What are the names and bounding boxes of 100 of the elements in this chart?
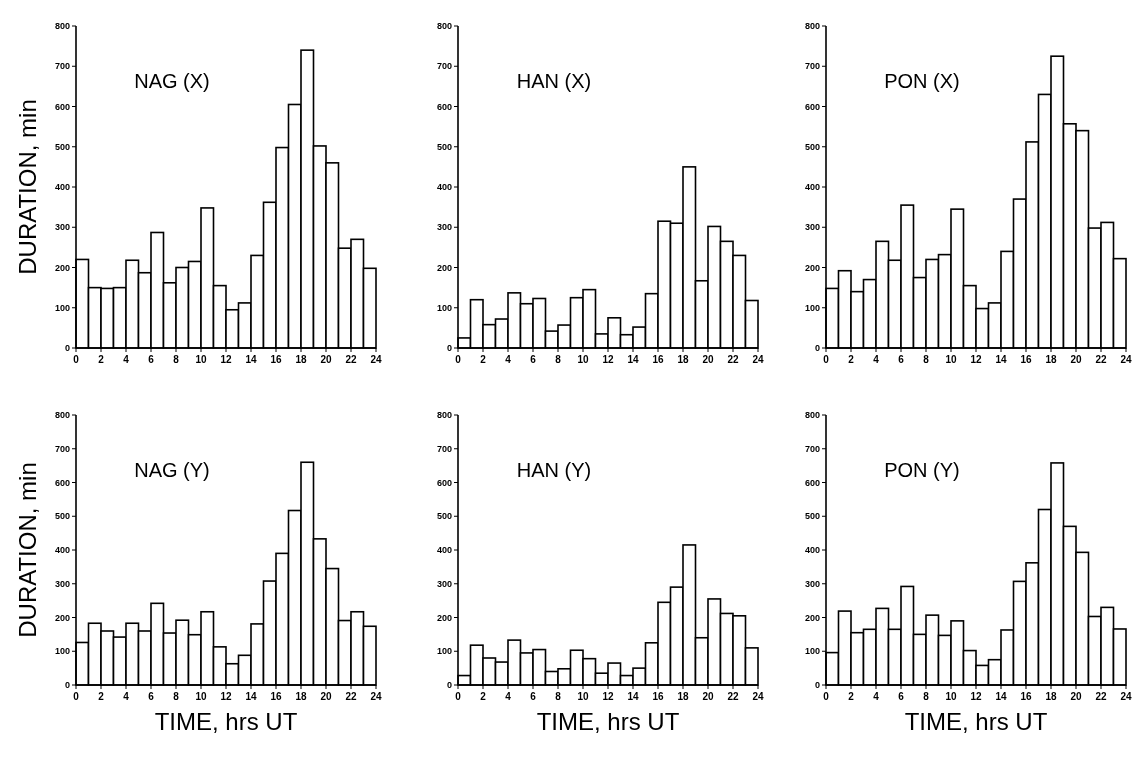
x-tick-label: 20 <box>320 354 332 365</box>
y-tick-label: 600 <box>436 101 452 112</box>
x-tick-label: 22 <box>1095 691 1107 702</box>
y-tick-label: 300 <box>54 222 70 233</box>
y-tick-label: 100 <box>804 646 820 657</box>
y-tick-label: 600 <box>804 101 820 112</box>
text: NAG (X) <box>134 70 210 92</box>
y-tick-label: 800 <box>54 21 70 32</box>
x-tick-label: 4 <box>505 691 512 702</box>
y-tick-label: 700 <box>804 61 820 72</box>
x-tick-label: 18 <box>1045 691 1057 702</box>
y-tick-label: 800 <box>436 410 452 421</box>
y-tick-label: 100 <box>54 646 70 657</box>
y-tick-label: 300 <box>804 578 820 589</box>
text: PON (Y) <box>884 459 960 481</box>
y-tick-label: 800 <box>436 21 452 32</box>
y-tick-label: 100 <box>436 302 452 313</box>
x-tick-label: 6 <box>530 691 537 702</box>
x-tick-label: 8 <box>555 691 562 702</box>
x-tick-label: 22 <box>345 354 357 365</box>
x-tick-label: 10 <box>195 354 207 365</box>
y-tick-label: 300 <box>804 222 820 233</box>
x-tick-label: 14 <box>995 691 1007 702</box>
x-tick-label: 14 <box>245 691 257 702</box>
x-tick-label: 0 <box>823 354 830 365</box>
x-tick-label: 24 <box>370 354 382 365</box>
y-tick-label: 0 <box>446 343 452 354</box>
y-tick-label: 800 <box>804 410 820 421</box>
x-tick-label: 0 <box>73 354 80 365</box>
y-axis-title: DURATION, min <box>14 462 41 638</box>
x-tick-label: 22 <box>727 691 739 702</box>
x-tick-label: 2 <box>480 354 487 365</box>
x-tick-label: 10 <box>195 691 207 702</box>
y-tick-label: 400 <box>54 545 70 556</box>
y-tick-label: 500 <box>54 141 70 152</box>
x-tick-label: 20 <box>1070 354 1082 365</box>
x-tick-label: 24 <box>1120 691 1132 702</box>
y-tick-label: 400 <box>436 545 452 556</box>
x-tick-label: 14 <box>627 354 639 365</box>
x-tick-label: 12 <box>220 691 232 702</box>
x-tick-label: 16 <box>270 354 282 365</box>
text: NAG (Y) <box>134 459 210 481</box>
x-tick-label: 10 <box>945 691 957 702</box>
y-tick-label: 500 <box>436 511 452 522</box>
x-tick-label: 6 <box>148 691 155 702</box>
y-tick-label: 400 <box>804 182 820 193</box>
y-tick-label: 0 <box>64 343 70 354</box>
x-tick-label: 2 <box>98 354 105 365</box>
x-tick-label: 18 <box>677 354 689 365</box>
x-tick-label: 6 <box>898 354 905 365</box>
x-tick-label: 4 <box>123 691 130 702</box>
text: HAN (Y) <box>516 459 592 481</box>
x-tick-label: 8 <box>923 691 930 702</box>
x-tick-label: 12 <box>602 691 614 702</box>
y-tick-label: 100 <box>804 302 820 313</box>
x-tick-label: 16 <box>652 691 664 702</box>
x-tick-label: 0 <box>455 354 462 365</box>
y-tick-label: 200 <box>54 612 70 623</box>
x-tick-label: 0 <box>455 691 462 702</box>
y-tick-label: 0 <box>64 680 70 691</box>
y-tick-label: 600 <box>54 477 70 488</box>
text: HAN (X) <box>516 70 592 92</box>
y-axis-title: DURATION, min <box>14 99 41 275</box>
y-tick-label: 100 <box>54 302 70 313</box>
x-tick-label: 10 <box>577 354 589 365</box>
x-tick-label: 4 <box>505 354 512 365</box>
x-tick-label: 16 <box>652 354 664 365</box>
x-tick-label: 4 <box>123 354 130 365</box>
x-tick-label: 18 <box>295 354 307 365</box>
y-tick-label: 200 <box>436 612 452 623</box>
y-tick-label: 600 <box>804 477 820 488</box>
x-tick-label: 12 <box>602 354 614 365</box>
x-tick-label: 16 <box>270 691 282 702</box>
x-tick-label: 22 <box>1095 354 1107 365</box>
x-tick-label: 24 <box>752 354 764 365</box>
y-tick-label: 700 <box>54 61 70 72</box>
x-tick-label: 6 <box>898 691 905 702</box>
y-tick-label: 500 <box>804 141 820 152</box>
y-tick-label: 100 <box>436 646 452 657</box>
x-tick-label: 12 <box>220 354 232 365</box>
x-tick-label: 14 <box>995 354 1007 365</box>
x-axis-title: TIME, hrs UT <box>904 708 1048 735</box>
x-tick-label: 8 <box>555 354 562 365</box>
x-tick-label: 22 <box>345 691 357 702</box>
y-tick-label: 200 <box>804 612 820 623</box>
y-tick-label: 300 <box>436 222 452 233</box>
x-axis-title: TIME, hrs UT <box>536 708 680 735</box>
y-tick-label: 600 <box>436 477 452 488</box>
y-tick-label: 400 <box>804 545 820 556</box>
x-tick-label: 16 <box>1020 354 1032 365</box>
y-tick-label: 500 <box>804 511 820 522</box>
x-tick-label: 18 <box>295 691 307 702</box>
y-tick-label: 200 <box>54 262 70 273</box>
y-tick-label: 0 <box>814 343 820 354</box>
x-tick-label: 8 <box>923 354 930 365</box>
x-tick-label: 24 <box>752 691 764 702</box>
x-tick-label: 2 <box>98 691 105 702</box>
y-tick-label: 200 <box>436 262 452 273</box>
y-tick-label: 700 <box>54 443 70 454</box>
x-tick-label: 10 <box>577 691 589 702</box>
